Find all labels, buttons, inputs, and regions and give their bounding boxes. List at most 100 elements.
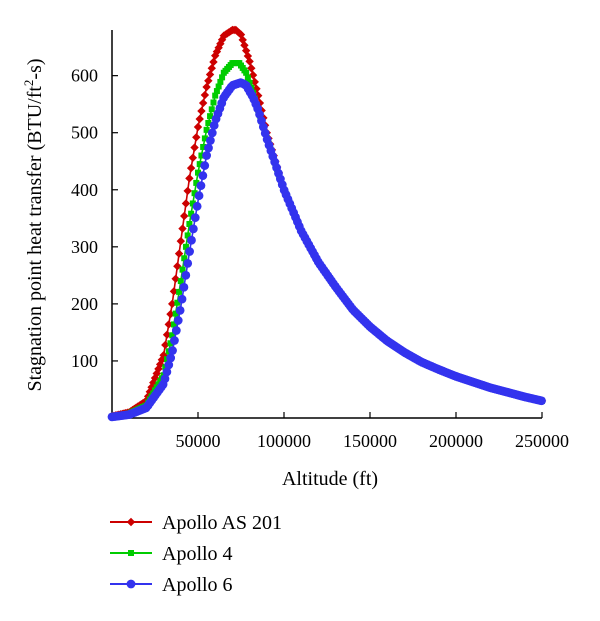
data-point <box>192 201 202 211</box>
y-tick-label: 400 <box>71 180 98 200</box>
data-point <box>208 106 215 113</box>
data-point <box>188 210 195 217</box>
data-point <box>196 181 206 191</box>
data-point <box>238 35 247 45</box>
data-point <box>169 287 179 296</box>
data-point <box>196 161 203 168</box>
data-point <box>161 340 170 350</box>
data-point <box>207 113 214 120</box>
legend-label-apollo-as-201: Apollo AS 201 <box>162 512 282 534</box>
data-point <box>184 232 191 239</box>
y-axis-title: Stagnation point heat transfer (BTU/ft2-… <box>21 58 46 391</box>
data-point <box>185 174 194 183</box>
data-point <box>188 224 198 234</box>
data-point <box>180 211 189 221</box>
data-point <box>172 310 179 317</box>
data-point <box>202 82 211 92</box>
data-point <box>164 360 174 370</box>
x-tick-label: 150000 <box>343 431 397 451</box>
legend-entry-apollo-as-201: Apollo AS 201 <box>110 512 282 534</box>
data-point <box>195 114 204 124</box>
data-point <box>186 163 196 173</box>
data-point <box>183 186 192 196</box>
data-point <box>241 46 251 55</box>
data-point <box>170 336 179 345</box>
data-point <box>193 179 200 186</box>
legend-marker-3 <box>126 579 136 589</box>
data-point <box>195 169 201 176</box>
data-point <box>254 91 263 100</box>
data-point <box>160 374 170 384</box>
series-apollo-4 <box>109 60 545 420</box>
data-point <box>200 90 210 100</box>
y-tick-label: 100 <box>71 351 98 371</box>
x-axis-title: Altitude (ft) <box>282 468 378 490</box>
data-point <box>162 367 172 377</box>
data-point <box>197 106 206 116</box>
data-point <box>177 294 187 304</box>
data-point <box>207 64 216 73</box>
data-point <box>164 320 173 329</box>
data-point <box>236 30 246 39</box>
data-point <box>191 190 198 197</box>
legend: Apollo AS 201 Apollo 4 Apollo 6 <box>110 512 282 596</box>
data-point <box>248 70 258 80</box>
data-point <box>170 321 177 328</box>
data-point <box>166 309 175 319</box>
ticks: 100 200 300 400 500 600 50000 100000 150000 20000… <box>71 66 569 451</box>
y-axis-title-main: Stagnation point heat transfer (BTU/ft <box>24 86 46 392</box>
legend-entry-apollo-6: Apollo 6 <box>110 574 233 596</box>
data-point <box>205 70 215 79</box>
data-point <box>213 88 220 95</box>
series-apollo-6 <box>107 78 546 422</box>
axes <box>111 30 542 419</box>
data-point <box>150 373 160 383</box>
data-point <box>166 353 176 363</box>
data-point <box>181 199 191 208</box>
y-tick-label: 300 <box>71 237 98 257</box>
data-point <box>203 126 210 133</box>
data-point <box>217 78 224 85</box>
data-point <box>190 213 200 223</box>
data-point <box>192 133 201 142</box>
data-point <box>215 83 222 90</box>
data-point <box>205 120 212 127</box>
data-point <box>188 153 198 163</box>
data-point <box>176 236 185 246</box>
x-tick-label: 100000 <box>257 431 311 451</box>
legend-marker-shape <box>128 550 134 556</box>
legend-marker-shape <box>126 579 136 589</box>
data-point <box>171 274 180 283</box>
data-point <box>204 76 213 85</box>
data-point <box>169 332 176 339</box>
data-point <box>183 258 193 268</box>
data-point <box>193 122 203 132</box>
data-point <box>244 74 251 81</box>
data-point <box>179 282 189 292</box>
data-point <box>168 299 177 309</box>
data-point <box>209 57 218 67</box>
data-point <box>175 305 185 315</box>
data-point <box>205 136 215 145</box>
data-point <box>194 191 204 201</box>
y-axis-title-suffix: -s) <box>24 58 46 79</box>
data-point <box>147 382 156 392</box>
data-point <box>178 224 187 233</box>
data-point <box>198 171 208 181</box>
data-point <box>243 69 250 76</box>
x-tick-label: 50000 <box>176 431 221 451</box>
legend-label-apollo-4: Apollo 4 <box>162 543 233 565</box>
data-point <box>173 262 182 271</box>
data-point <box>250 77 259 87</box>
data-point <box>186 221 193 227</box>
data-point <box>200 161 210 170</box>
legend-entry-apollo-4: Apollo 4 <box>110 543 233 565</box>
data-point <box>181 270 191 280</box>
data-point <box>162 330 172 339</box>
data-point <box>179 266 186 273</box>
data-point <box>174 299 181 306</box>
data-point <box>154 364 163 374</box>
y-tick-label: 500 <box>71 123 98 143</box>
data-point <box>201 135 208 142</box>
